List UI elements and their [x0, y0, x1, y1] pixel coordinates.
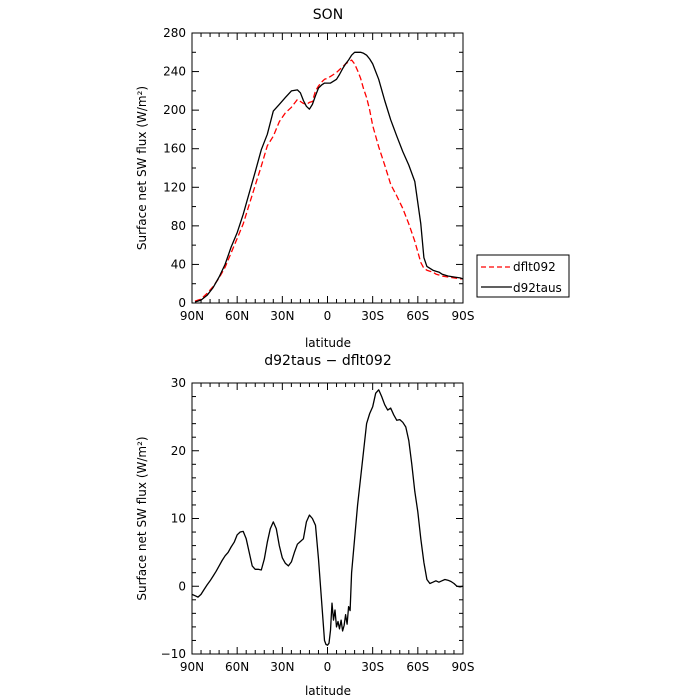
bottom-x-tick-label: 90N — [180, 660, 204, 674]
top-x-tick-label: 60N — [225, 309, 249, 323]
top-y-axis-title: Surface net SW flux (W/m²) — [135, 86, 149, 250]
top-y-tick-label: 200 — [163, 103, 186, 117]
bottom-y-tick-labels: −10 0 10 20 30 — [161, 376, 186, 661]
top-x-tick-label: 30N — [270, 309, 294, 323]
top-y-tick-label: 80 — [171, 219, 186, 233]
bottom-x-tick-label: 30S — [361, 660, 384, 674]
bottom-plot-frame — [191, 382, 464, 655]
bottom-x-tick-label: 60N — [225, 660, 249, 674]
bottom-x-tick-label: 90S — [452, 660, 475, 674]
legend: dflt092 d92taus — [476, 254, 570, 298]
top-series-line-dflt092 — [194, 59, 463, 302]
top-x-tick-label: 60S — [406, 309, 429, 323]
top-y-axis-title-group: Surface net SW flux (W/m²) — [135, 86, 149, 250]
bottom-y-tick-label: 10 — [171, 512, 186, 526]
bottom-series-lines — [191, 389, 464, 646]
top-x-tick-label: 0 — [324, 309, 332, 323]
bottom-y-tick-label: 20 — [171, 444, 186, 458]
legend-box — [476, 254, 570, 298]
top-series-line-d92taus — [194, 51, 464, 303]
bottom-x-tick-label: 0 — [324, 660, 332, 674]
bottom-y-axis-title: Surface net SW flux (W/m²) — [135, 436, 149, 600]
top-panel: SON Surface net SW flux (W/m²) latitude … — [135, 7, 474, 350]
top-series-lines — [194, 51, 464, 303]
bottom-x-axis-title: latitude — [305, 684, 351, 698]
top-x-tick-label: 30S — [361, 309, 384, 323]
bottom-y-tick-label: −10 — [161, 647, 186, 661]
bottom-y-tick-label: 0 — [178, 579, 186, 593]
top-y-tick-label: 280 — [163, 26, 186, 40]
bottom-y-axis-title-group: Surface net SW flux (W/m²) — [135, 436, 149, 600]
top-y-tick-label: 120 — [163, 180, 186, 194]
bottom-chart-title: d92taus − dflt092 — [264, 353, 391, 369]
bottom-x-tick-labels: 90N 60N 30N 0 30S 60S 90S — [180, 660, 475, 674]
top-x-tick-label: 90S — [452, 309, 475, 323]
top-ticks — [191, 32, 464, 304]
top-y-tick-label: 0 — [178, 296, 186, 310]
bottom-panel: d92taus − dflt092 Surface net SW flux (W… — [135, 353, 474, 698]
top-x-tick-labels: 90N 60N 30N 0 30S 60S 90S — [180, 309, 475, 323]
bottom-x-tick-label: 60S — [406, 660, 429, 674]
top-y-tick-label: 240 — [163, 65, 186, 79]
top-plot-frame — [191, 32, 464, 304]
bottom-x-tick-label: 30N — [270, 660, 294, 674]
top-y-tick-label: 40 — [171, 257, 186, 271]
legend-label-dflt092: dflt092 — [513, 260, 556, 274]
top-x-axis-title: latitude — [305, 336, 351, 350]
top-y-tick-label: 160 — [163, 142, 186, 156]
bottom-ticks — [191, 382, 464, 655]
bottom-y-tick-label: 30 — [171, 376, 186, 390]
bottom-series-line-series-0 — [191, 389, 464, 646]
top-chart-title: SON — [313, 7, 343, 23]
legend-label-d92taus: d92taus — [513, 281, 562, 295]
top-x-tick-label: 90N — [180, 309, 204, 323]
top-y-tick-labels: 0 40 80 120 160 200 240 280 — [163, 26, 186, 310]
